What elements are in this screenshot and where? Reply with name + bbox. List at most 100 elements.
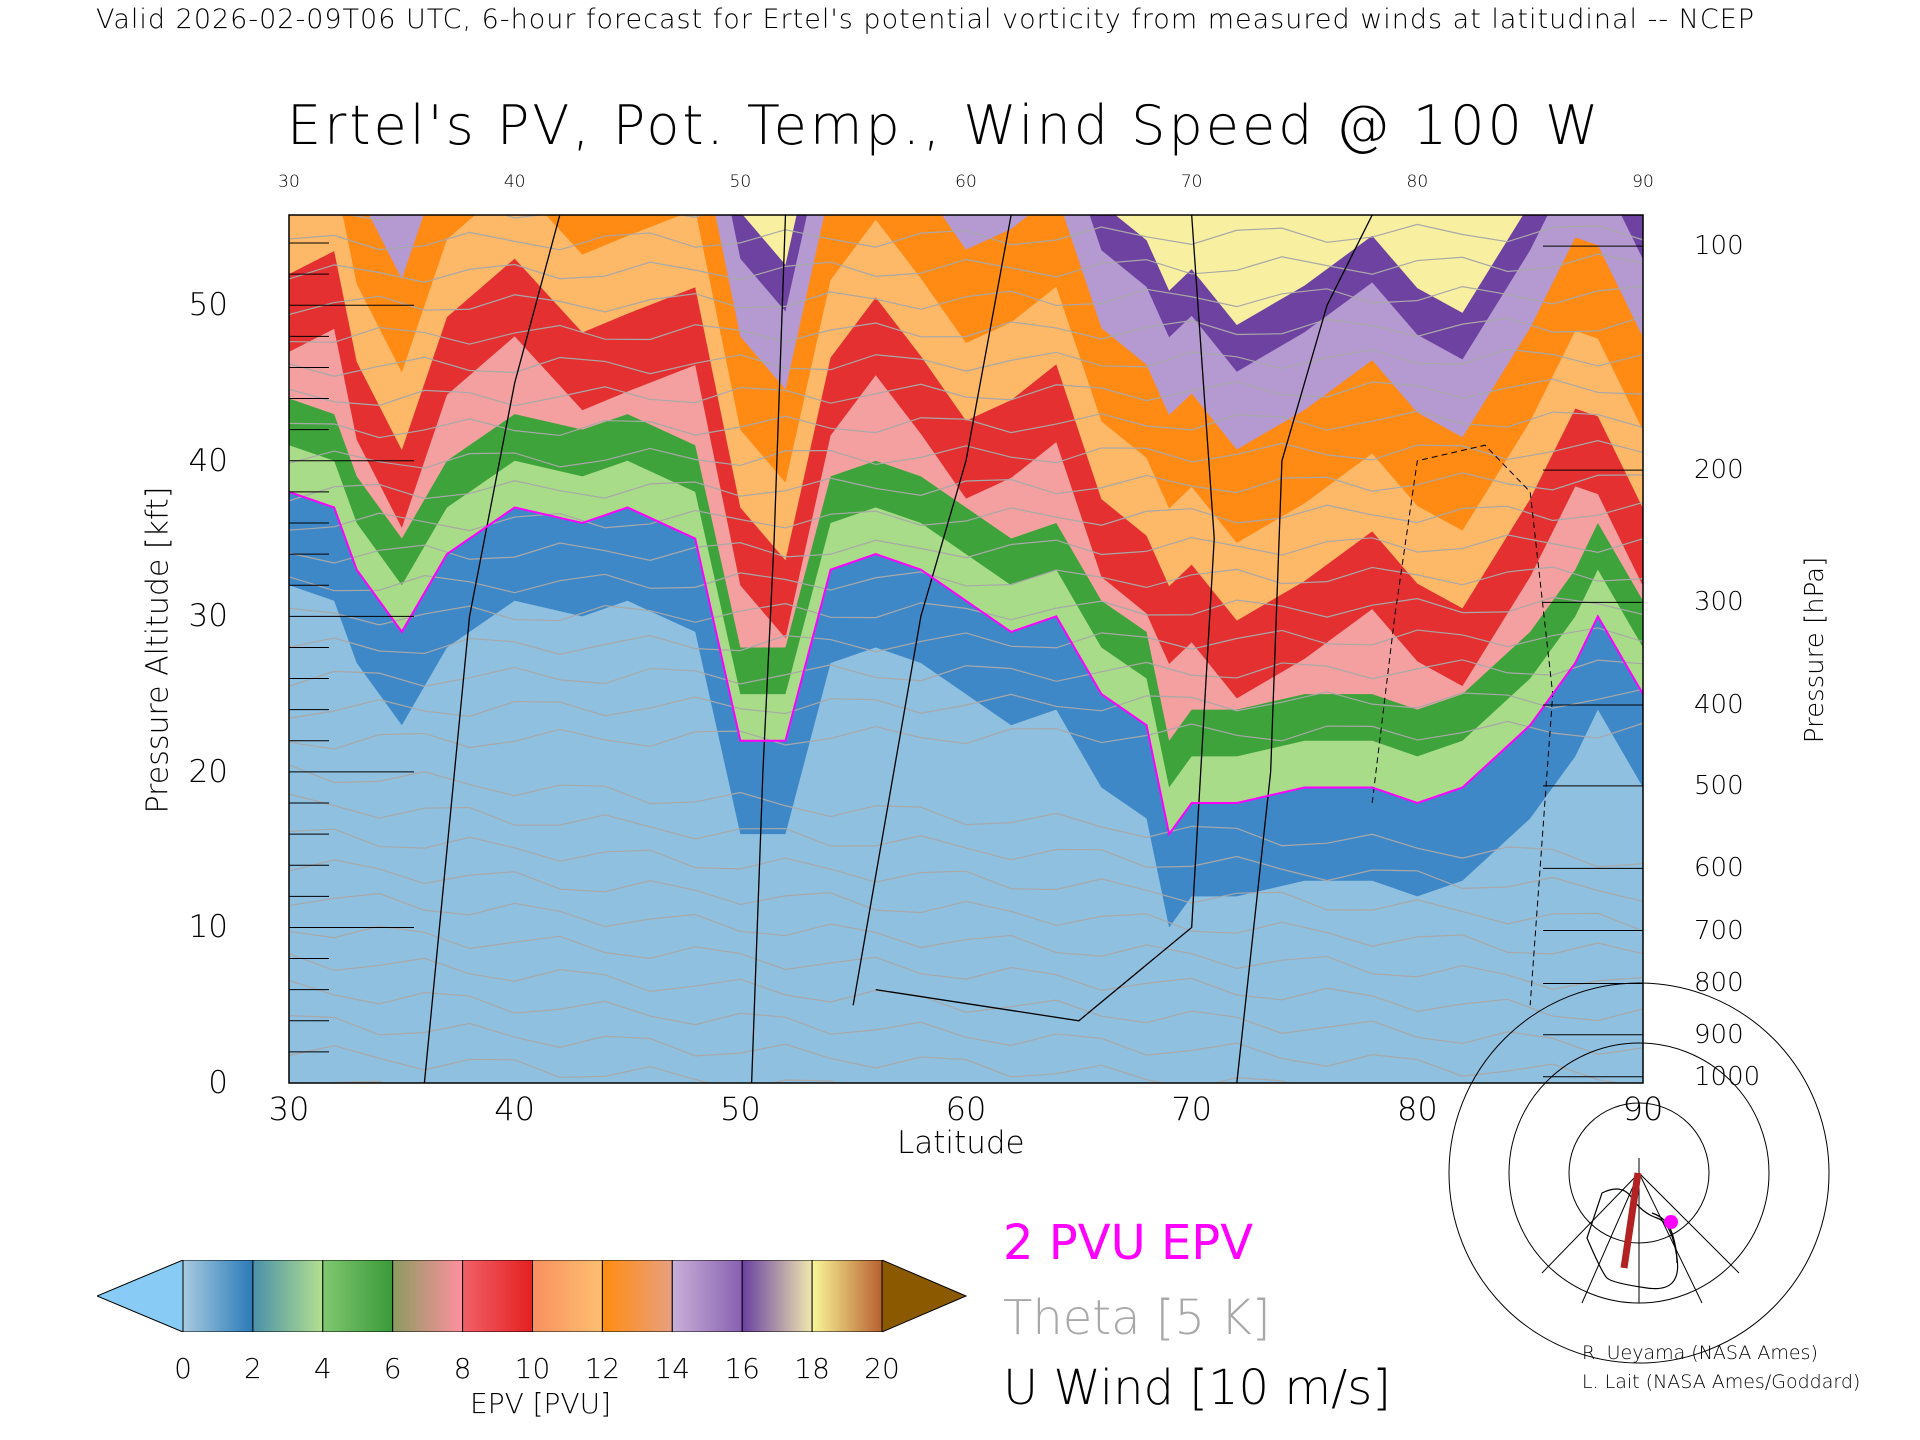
chart-title: Ertel's PV, Pot. Temp., Wind Speed @ 100…	[287, 94, 1602, 157]
colorbar-over-triangle	[881, 1259, 968, 1333]
top-tick-label: 80	[1406, 172, 1429, 192]
theta-contour	[289, 253, 1643, 283]
pressure-tick-label: 600	[1694, 853, 1744, 884]
wind-contour	[750, 215, 787, 1083]
colorbar-segment	[811, 1259, 883, 1333]
y-tick-label: 40	[188, 442, 228, 479]
y-tick-label: 0	[208, 1065, 228, 1101]
theta-contour	[289, 130, 1643, 157]
theta-contour	[289, 501, 1643, 532]
pressure-tick-label: 500	[1694, 770, 1744, 801]
pv2-contour-group	[289, 490, 1643, 837]
top-tick-label: 60	[955, 172, 977, 192]
coastline	[1651, 1212, 1678, 1264]
axis-tick-marks	[289, 242, 1643, 1084]
meridian	[1638, 1172, 1740, 1274]
x-axis-label: Latitude	[897, 1125, 1025, 1161]
top-tick-label: 70	[1180, 172, 1203, 192]
x-tick-label: 90	[1622, 1090, 1664, 1128]
pressure-tick-label: 900	[1694, 1019, 1744, 1050]
credit-line: L. Lait (NASA Ames/Goddard)	[1582, 1371, 1861, 1393]
theta-contour	[289, 285, 1643, 316]
theta-contour	[289, 925, 1643, 1022]
theta-contour	[289, 1015, 1290, 1083]
theta-contour	[289, 627, 1643, 656]
colorbar-tick-label: 6	[383, 1352, 402, 1385]
theta-contour	[289, 378, 1643, 407]
theta-contour	[289, 720, 1643, 750]
pressure-tick-label: 400	[1694, 690, 1744, 720]
colorbar-tick-label: 10	[514, 1352, 551, 1385]
colorbar-segment	[322, 1259, 394, 1333]
wind-contour	[852, 215, 1012, 1006]
top-tick-label: 50	[729, 172, 752, 192]
theta-contour	[289, 410, 1643, 439]
location-marker	[1664, 1215, 1678, 1229]
colorbar-segment	[532, 1259, 603, 1333]
theta-contour	[289, 534, 1643, 564]
forecast-caption: Valid 2026-02-09T06 UTC, 6-hour forecast…	[96, 4, 1756, 35]
locator-map	[1448, 982, 1830, 1364]
colorbar-segment	[601, 1259, 673, 1333]
theta-contour	[289, 764, 1643, 868]
pv2-contour	[289, 490, 1643, 837]
plot-frame	[288, 214, 1644, 1084]
colorbar-segment	[392, 1259, 464, 1333]
colorbar-under-triangle	[95, 1259, 184, 1333]
colorbar-tick-label: 8	[453, 1352, 472, 1385]
theta-contour	[289, 1167, 1643, 1271]
legend-pvu: 2 PVU EPV	[1003, 1215, 1254, 1271]
theta-contour	[289, 859, 1643, 955]
theta-contour	[289, 979, 1623, 1083]
colorbar-tick-label: 4	[313, 1352, 332, 1385]
epv-band	[289, 215, 1643, 326]
x-tick-label: 40	[494, 1090, 536, 1128]
colorbar-tick-label: 2	[243, 1352, 262, 1385]
theta-contour	[289, 828, 1643, 932]
legend-wind: U Wind [10 m/s]	[1003, 1360, 1392, 1416]
theta-contour	[289, 793, 1643, 903]
theta-contour	[289, 1045, 838, 1083]
theta-contour	[345, 215, 1012, 221]
meridian	[1638, 1172, 1703, 1304]
colorbar-segment	[182, 1259, 254, 1333]
top-tick-label: 40	[503, 172, 526, 192]
colorbar-segment	[671, 1259, 743, 1333]
theta-contour	[289, 1143, 1643, 1241]
epv-field	[289, 215, 1643, 1083]
colorbar-tick-label: 0	[174, 1352, 192, 1385]
theta-contour	[289, 953, 1643, 1055]
theta-contour	[328, 1080, 386, 1083]
x-tick-label: 50	[719, 1090, 761, 1128]
colorbar-tick-label: 14	[654, 1352, 691, 1385]
x-tick-label: 80	[1396, 1090, 1438, 1128]
theta-contour	[289, 596, 1643, 626]
theta-contour	[289, 315, 1643, 345]
colorbar-tick-label: 16	[724, 1352, 761, 1385]
pressure-tick-label: 100	[1694, 231, 1744, 262]
x-tick-label: 30	[268, 1090, 310, 1128]
pressure-tick-label: 200	[1694, 455, 1744, 486]
colorbar-segment	[252, 1259, 324, 1333]
theta-contours	[289, 130, 1643, 1271]
y-tick-label: 30	[188, 598, 228, 635]
wind-contour	[1236, 215, 1373, 1083]
colorbar-tick-label: 12	[584, 1352, 621, 1385]
x-tick-label: 70	[1171, 1090, 1213, 1128]
theta-contour	[289, 659, 1643, 687]
colorbar-label: EPV [PVU]	[470, 1387, 612, 1420]
colorbar-tick-label: 18	[794, 1352, 830, 1385]
y-tick-label: 50	[188, 287, 228, 324]
wind-contour	[875, 215, 1215, 1022]
colorbar-tick-label: 20	[864, 1352, 900, 1385]
pressure-tick-label: 700	[1694, 915, 1744, 946]
theta-contour	[289, 566, 1643, 594]
cross-section-line	[1620, 1172, 1642, 1269]
top-tick-label: 30	[278, 172, 300, 192]
theta-contour	[289, 440, 1643, 469]
theta-contour	[289, 1111, 1643, 1205]
latitude-circle	[1448, 982, 1830, 1364]
x-tick-label: 60	[945, 1090, 987, 1128]
theta-contour	[289, 892, 1643, 990]
